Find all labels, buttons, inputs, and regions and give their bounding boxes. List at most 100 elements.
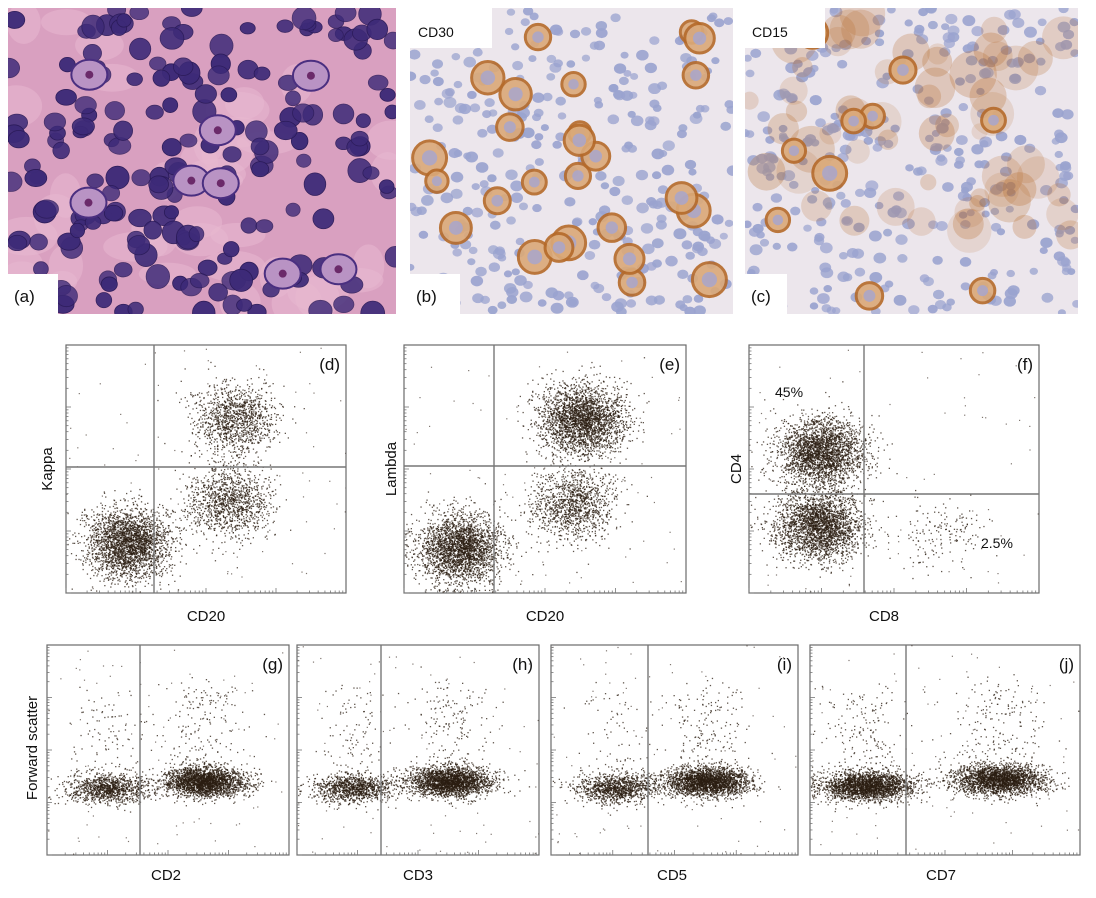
data-point — [221, 440, 223, 442]
data-point — [234, 503, 236, 506]
data-point — [144, 517, 146, 520]
data-point — [86, 573, 89, 575]
data-point — [89, 552, 91, 554]
data-point — [240, 501, 243, 503]
data-point — [232, 490, 234, 493]
lymphocyte — [874, 29, 885, 38]
data-point — [92, 557, 94, 559]
data-point — [154, 562, 156, 564]
data-point — [94, 543, 96, 546]
data-point — [132, 565, 134, 567]
nucleus — [180, 8, 203, 17]
lymphocyte — [839, 39, 852, 51]
data-point — [112, 505, 115, 508]
lymphocyte — [945, 13, 958, 25]
data-point — [129, 548, 131, 551]
data-point — [107, 561, 110, 563]
data-point — [93, 574, 95, 577]
data-point — [241, 545, 244, 547]
data-point — [129, 558, 131, 560]
nucleus — [276, 19, 294, 33]
nucleus — [312, 208, 335, 230]
data-point — [252, 537, 254, 539]
data-point — [215, 461, 217, 464]
data-point — [135, 521, 137, 524]
data-point — [116, 552, 118, 554]
data-point — [150, 536, 152, 538]
data-point — [117, 557, 120, 559]
data-point — [136, 508, 138, 510]
nucleus — [129, 37, 152, 61]
data-point — [257, 516, 259, 519]
data-point — [126, 545, 128, 547]
data-point — [124, 530, 126, 533]
data-point — [98, 539, 100, 541]
data-point — [128, 529, 130, 531]
data-point — [144, 531, 146, 533]
data-point — [197, 488, 200, 491]
data-point — [125, 516, 127, 518]
data-point — [136, 517, 138, 519]
data-point — [143, 539, 146, 541]
data-point — [83, 525, 86, 528]
data-point — [246, 401, 248, 404]
data-point — [144, 520, 146, 522]
data-point — [142, 575, 144, 577]
data-point — [112, 538, 114, 540]
data-point — [176, 488, 178, 490]
lymphocyte — [810, 139, 820, 147]
diffuse-stain — [954, 197, 985, 228]
data-point — [94, 553, 97, 555]
data-point — [98, 543, 100, 546]
data-point — [217, 493, 219, 495]
data-point — [122, 544, 124, 546]
data-point — [125, 562, 127, 564]
data-point — [103, 544, 105, 546]
data-point — [185, 563, 187, 565]
data-point — [270, 503, 272, 505]
lymphocyte — [467, 90, 477, 100]
data-point — [235, 501, 237, 503]
data-point — [218, 525, 220, 528]
data-point — [149, 554, 152, 556]
data-point — [113, 499, 116, 502]
data-point — [125, 533, 128, 535]
data-point — [155, 565, 158, 568]
data-point — [106, 559, 108, 561]
data-point — [162, 535, 164, 538]
data-point — [112, 525, 114, 527]
data-point — [115, 552, 117, 555]
lymphocyte — [1007, 285, 1020, 296]
lymphocyte — [925, 8, 937, 14]
data-point — [137, 515, 140, 518]
data-point — [91, 509, 93, 511]
nucleus — [253, 66, 271, 81]
data-point — [144, 538, 146, 540]
data-point — [164, 529, 166, 531]
data-point — [215, 515, 218, 517]
data-point — [109, 530, 111, 533]
nucleus — [360, 300, 386, 314]
data-point — [270, 507, 272, 509]
data-point — [125, 529, 128, 531]
data-point — [156, 543, 159, 545]
data-point — [93, 541, 95, 544]
data-point — [146, 522, 148, 524]
lymphocyte — [1051, 137, 1060, 145]
data-point — [84, 520, 86, 522]
data-point — [219, 487, 221, 489]
data-point — [130, 518, 132, 520]
data-point — [95, 532, 97, 534]
nucleus — [55, 284, 78, 308]
data-point — [106, 564, 109, 566]
nucleolus — [84, 198, 93, 207]
data-point — [117, 535, 120, 538]
data-point — [218, 496, 221, 498]
data-point — [78, 532, 80, 535]
data-point — [259, 500, 261, 502]
data-point — [118, 562, 120, 564]
data-point — [85, 516, 88, 518]
data-point — [100, 539, 102, 542]
data-point — [140, 501, 143, 503]
data-point — [265, 535, 268, 537]
